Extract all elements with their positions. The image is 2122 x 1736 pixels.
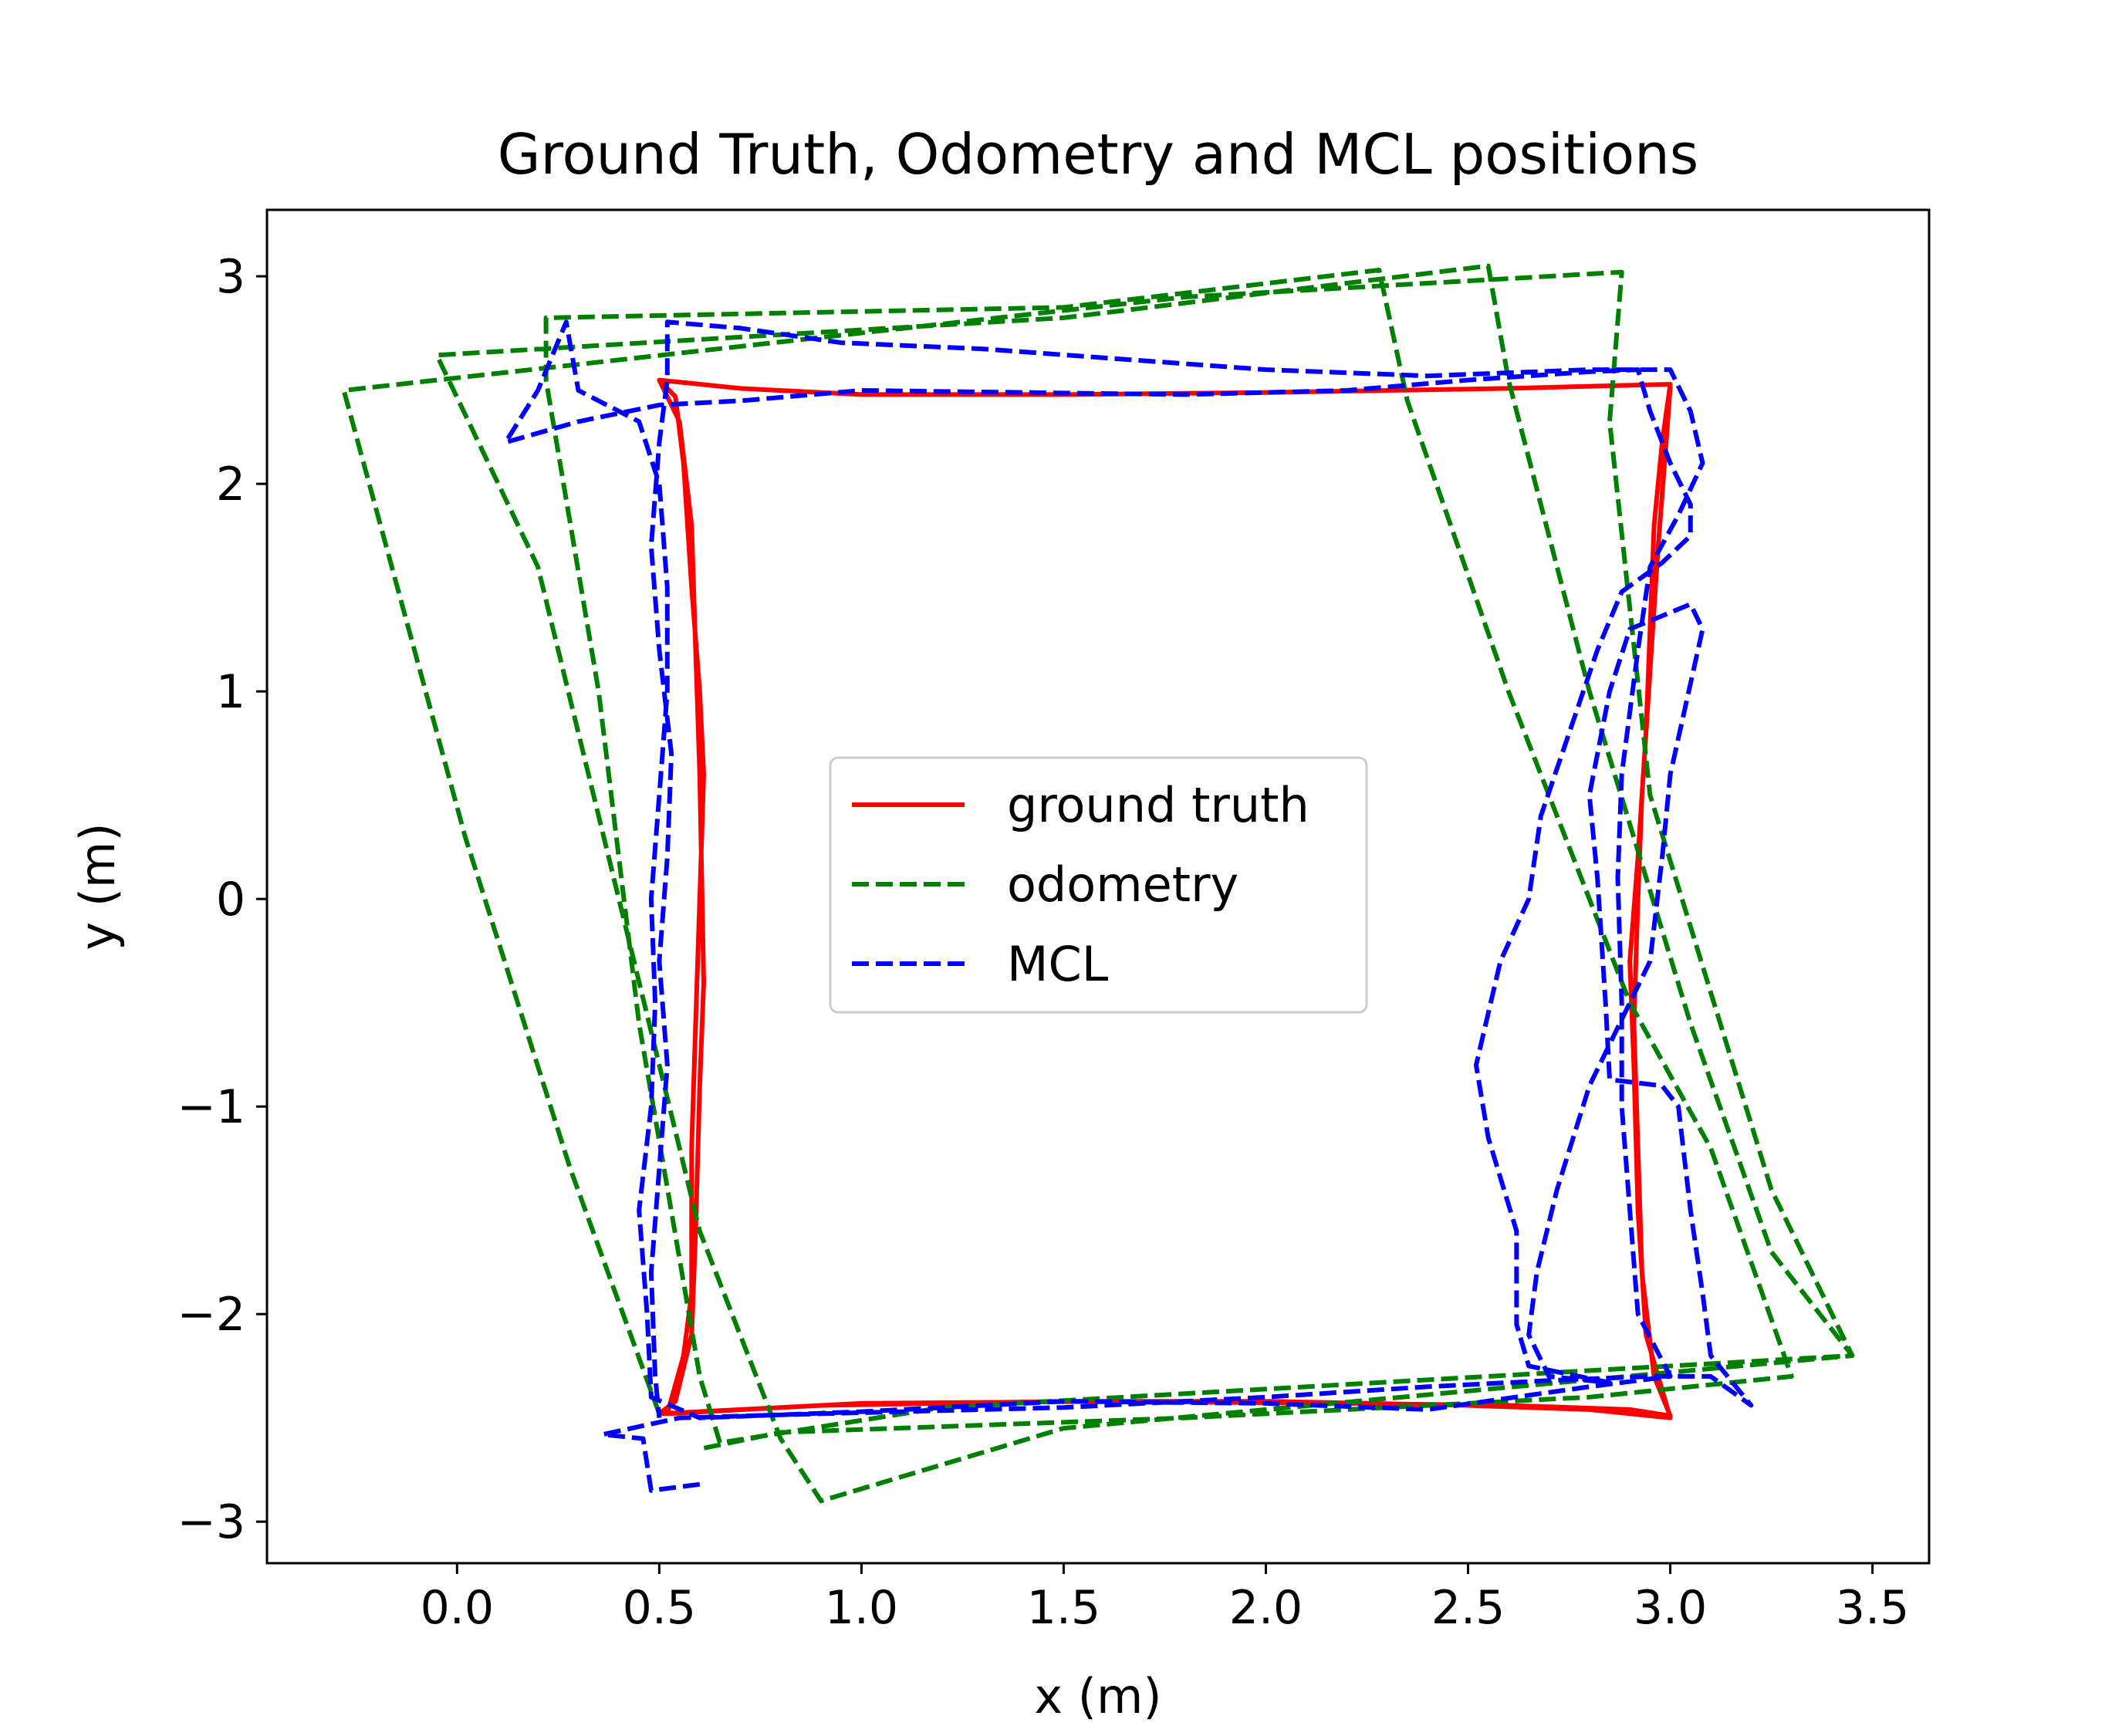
chart-title: Ground Truth, Odometry and MCL positions	[498, 122, 1699, 187]
x-tick-label: 0.5	[623, 1581, 696, 1635]
x-axis: 0.0 0.5 1.0 1.5 2.0 2.5 3.0 3.5	[421, 1563, 1909, 1635]
x-tick-label: 2.0	[1229, 1581, 1303, 1635]
y-tick-label: 3	[216, 250, 245, 304]
series-line-mcl	[503, 319, 1754, 1493]
x-tick-label: 3.5	[1836, 1581, 1909, 1635]
series-layer	[341, 263, 1855, 1504]
plot-frame	[265, 208, 1931, 1565]
x-axis-label: x (m)	[1034, 1668, 1161, 1724]
legend: ground truth odometry MCL	[829, 756, 1368, 1014]
y-tick-label: 2	[216, 458, 245, 512]
legend-label: MCL	[1007, 936, 1109, 992]
x-tick-label: 0.0	[421, 1581, 494, 1635]
y-tick-label: −1	[177, 1080, 245, 1134]
y-axis-label: y (m)	[69, 822, 126, 950]
x-tick-label: 3.0	[1634, 1581, 1707, 1635]
x-tick-label: 1.0	[825, 1581, 898, 1635]
y-tick-label: 0	[216, 873, 245, 927]
y-axis: −3 −2 −1 0 1 2 3	[177, 250, 267, 1549]
y-tick-label: −2	[177, 1288, 245, 1342]
legend-label: odometry	[1007, 856, 1238, 913]
x-tick-label: 2.5	[1431, 1581, 1505, 1635]
legend-label: ground truth	[1007, 777, 1309, 833]
series-line-ground-truth	[657, 377, 1673, 1420]
y-tick-label: 1	[216, 665, 245, 719]
legend-box	[829, 756, 1368, 1014]
x-tick-label: 1.5	[1027, 1581, 1100, 1635]
y-tick-label: −3	[177, 1495, 245, 1549]
series-line-odometry	[341, 263, 1855, 1504]
